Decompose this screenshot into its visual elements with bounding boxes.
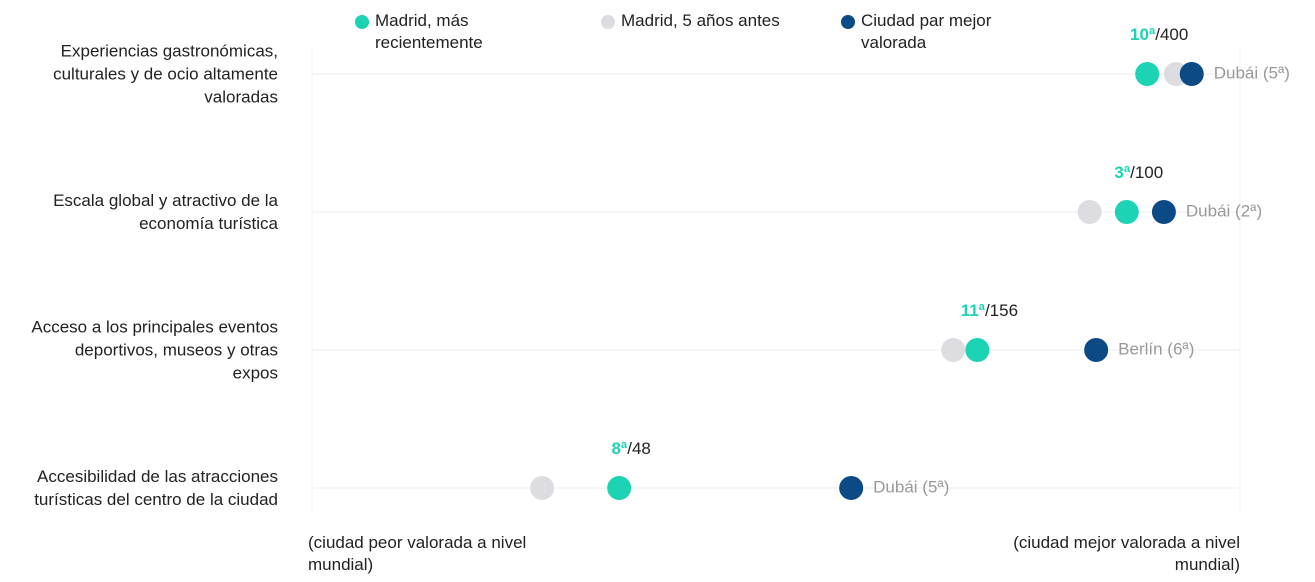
rank-total: /48 <box>627 439 651 458</box>
legend-label: Madrid, más recientemente <box>375 11 483 52</box>
category-label: Acceso a los principales eventos deporti… <box>31 317 278 383</box>
rank-total: /100 <box>1130 163 1163 182</box>
category-label: Escala global y atractivo de la economía… <box>53 191 278 233</box>
rank: 11ª <box>961 301 986 320</box>
dot <box>839 476 864 500</box>
dot <box>1114 200 1139 224</box>
rank-label: 10ª/400 <box>1130 25 1188 44</box>
legend-marker <box>841 15 855 29</box>
dot <box>607 476 632 500</box>
best-city-label: Dubái (5ª) <box>1214 63 1290 82</box>
dot <box>530 476 555 500</box>
rank-total: /156 <box>985 301 1018 320</box>
legend-label: Madrid, 5 años antes <box>621 11 780 30</box>
dot <box>1084 338 1109 362</box>
dot <box>1179 62 1204 86</box>
dot <box>965 338 990 362</box>
best-city-label: Berlín (6ª) <box>1118 339 1194 358</box>
dot <box>1151 200 1176 224</box>
dot <box>1077 200 1102 224</box>
rank-label: 3ª/100 <box>1114 163 1163 182</box>
rank-label: 11ª/156 <box>961 301 1018 320</box>
rank-label: 8ª/48 <box>611 439 650 458</box>
legend-marker <box>601 15 615 29</box>
rank: 10ª <box>1130 25 1156 44</box>
category-label: Accesibilidad de las atracciones turísti… <box>34 467 278 509</box>
rank: 8ª <box>611 439 627 458</box>
category-label: Experiencias gastronómicas, culturales y… <box>53 41 278 107</box>
best-city-label: Dubái (5ª) <box>873 477 949 496</box>
legend-marker <box>355 15 369 29</box>
dot <box>1135 62 1160 86</box>
rank-total: /400 <box>1155 25 1188 44</box>
xlim-low-label: (ciudad peor valorada a nivel mundial) <box>308 533 527 574</box>
rank: 3ª <box>1114 163 1130 182</box>
best-city-label: Dubái (2ª) <box>1186 201 1262 220</box>
dot <box>941 338 966 362</box>
legend-label: Ciudad par mejor valorada <box>861 11 992 52</box>
xlim-high-label: (ciudad mejor valorada a nivel mundial) <box>1013 533 1240 574</box>
